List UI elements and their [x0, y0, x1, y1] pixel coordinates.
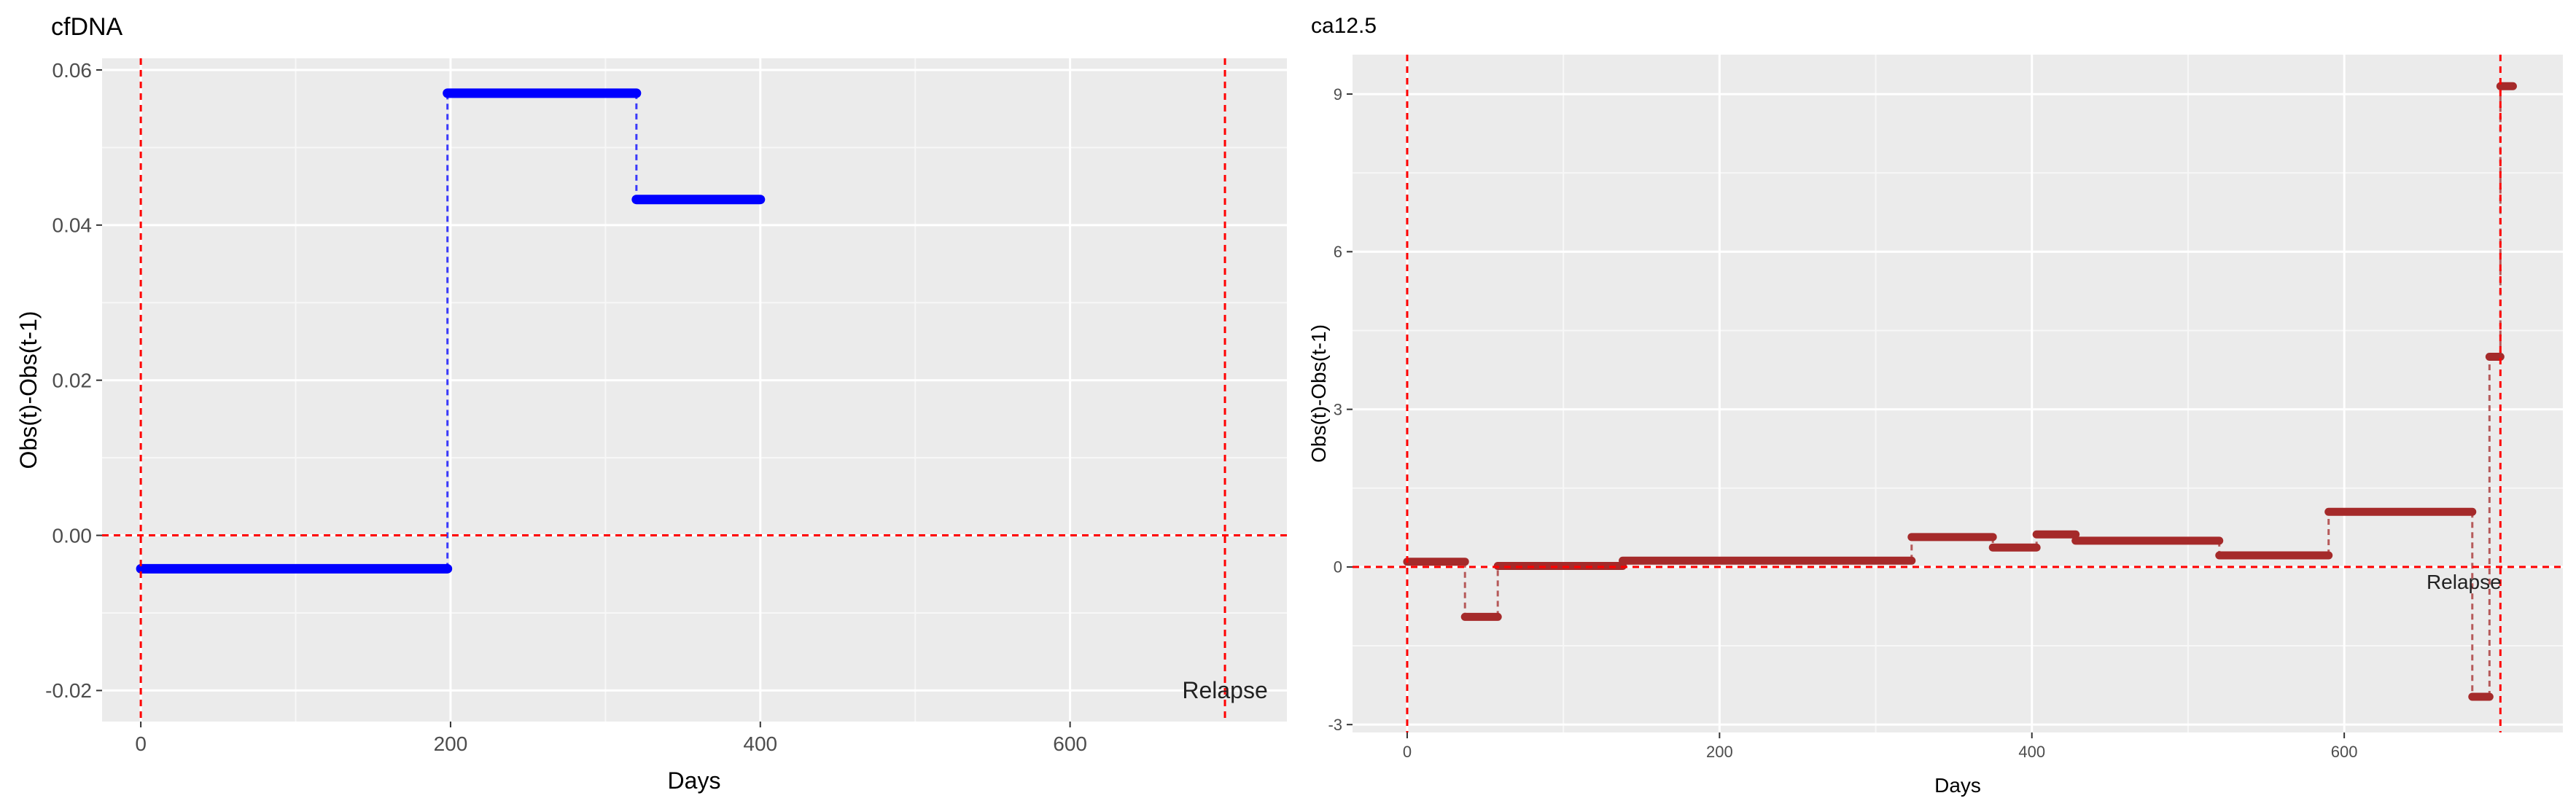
y-tick-label: 6	[1334, 243, 1342, 261]
x-tick-label: 200	[1706, 743, 1733, 761]
chart-panel-1: Relapse 0 200 400 600 -3 0 3 6 9 ca12.5 Days Obs(t)-…	[1307, 14, 2563, 797]
y-tick-label: 0.02	[52, 369, 93, 391]
y-tick-label: -0.02	[45, 679, 92, 702]
plot-panel	[102, 58, 1287, 722]
y-tick-label: 0.00	[52, 524, 93, 547]
y-tick-label: -3	[1328, 716, 1342, 734]
y-tick-label: 0	[1334, 558, 1342, 577]
x-tick-label: 600	[2331, 743, 2358, 761]
x-tick-label: 0	[1403, 743, 1412, 761]
x-tick-label: 200	[434, 732, 468, 755]
chart-title: cfDNA	[51, 13, 123, 41]
x-tick-label: 400	[743, 732, 777, 755]
x-tick-label: 600	[1053, 732, 1087, 755]
x-tick-label: 0	[135, 732, 147, 755]
y-tick-label: 3	[1334, 400, 1342, 418]
y-tick-label: 0.04	[52, 214, 93, 237]
x-axis-label: Days	[668, 767, 721, 794]
chart-panel-0: Relapse 0 200 400 600 -0.02 0.00 0.02 0.04 0.06 cf…	[15, 13, 1287, 794]
y-axis-label: Obs(t)-Obs(t-1)	[15, 311, 42, 469]
plot-panel	[1353, 55, 2563, 732]
x-tick-label: 400	[2018, 743, 2045, 761]
y-tick-label: 9	[1334, 85, 1342, 103]
x-axis-label: Days	[1934, 774, 1981, 797]
relapse-annotation: Relapse	[1182, 677, 1267, 703]
y-tick-label: 0.06	[52, 59, 93, 82]
y-axis-label: Obs(t)-Obs(t-1)	[1307, 324, 1330, 463]
chart-title: ca12.5	[1311, 14, 1377, 38]
relapse-annotation: Relapse	[2427, 571, 2502, 593]
